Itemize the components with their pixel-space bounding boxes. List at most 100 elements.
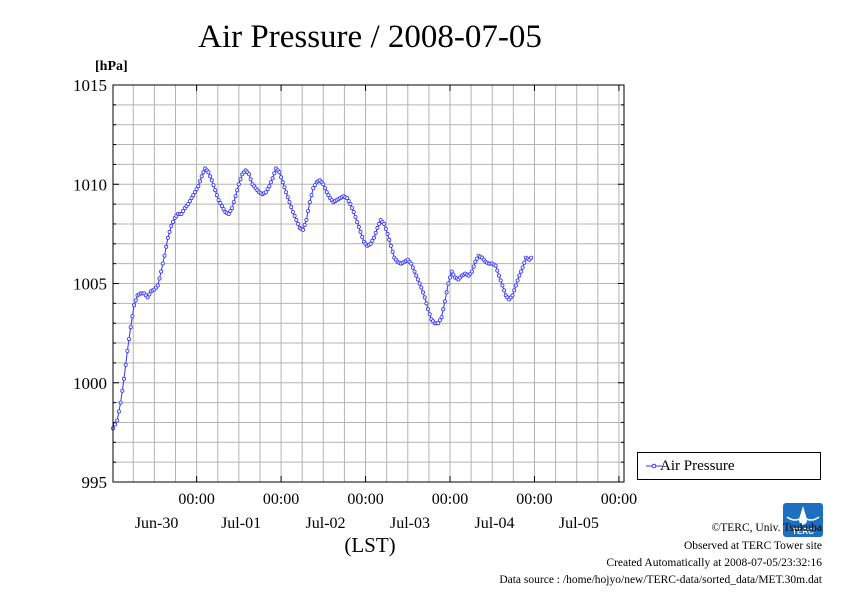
data-point <box>162 253 167 258</box>
data-point <box>502 288 507 293</box>
data-point <box>324 190 329 195</box>
data-point <box>473 259 478 264</box>
data-point <box>285 195 290 200</box>
y-axis-unit-label: [hPa] <box>95 59 128 74</box>
data-point <box>512 288 517 293</box>
data-point <box>311 186 316 191</box>
data-point <box>360 234 365 239</box>
x-tick-date-label: Jul-02 <box>306 515 346 532</box>
y-axis-ticks: 995 1000 1005 1010 1015 <box>73 76 624 492</box>
x-tick-time-label: 00:00 <box>178 491 214 508</box>
data-point <box>351 209 356 214</box>
data-point <box>449 269 454 274</box>
data-point <box>356 224 361 229</box>
data-point <box>375 225 380 230</box>
data-point <box>370 238 375 243</box>
data-point <box>147 292 152 297</box>
data-point <box>368 241 373 246</box>
data-point <box>201 170 206 175</box>
data-point <box>290 209 295 214</box>
x-tick-time-label: 00:00 <box>516 491 552 508</box>
data-point <box>132 303 137 308</box>
plot-frame <box>112 84 625 483</box>
data-point <box>383 226 388 231</box>
data-point <box>263 190 268 195</box>
data-point <box>230 206 235 211</box>
data-point <box>189 196 194 201</box>
data-point <box>272 171 277 176</box>
data-point <box>307 200 312 205</box>
data-point <box>415 277 420 282</box>
data-point <box>218 201 223 206</box>
data-point <box>385 231 390 236</box>
x-tick-date-label: Jul-01 <box>221 515 261 532</box>
data-point <box>209 178 214 183</box>
data-point <box>326 193 331 198</box>
data-point <box>280 180 285 185</box>
data-point <box>196 184 201 189</box>
data-point <box>388 243 393 248</box>
data-point <box>226 211 231 216</box>
data-point <box>424 301 429 306</box>
data-point <box>446 281 451 286</box>
data-point <box>292 213 297 218</box>
data-point <box>309 193 314 198</box>
data-point <box>344 196 349 201</box>
data-point <box>179 211 184 216</box>
data-point <box>279 175 284 180</box>
data-point <box>520 265 525 270</box>
data-point <box>441 307 446 312</box>
data-point <box>377 221 382 226</box>
data-point <box>270 176 275 181</box>
data-point <box>420 290 425 295</box>
x-axis-label: (LST) <box>344 533 395 557</box>
data-point <box>133 298 138 303</box>
y-tick-label: 1010 <box>73 175 107 194</box>
data-point <box>419 285 424 290</box>
data-point <box>322 186 327 191</box>
data-point <box>427 312 432 317</box>
data-point <box>160 261 165 266</box>
data-point <box>221 207 226 212</box>
data-point <box>373 230 378 235</box>
series-air-pressure <box>111 166 534 431</box>
data-point <box>425 307 430 312</box>
data-point <box>295 221 300 226</box>
data-point <box>115 418 120 423</box>
data-point <box>157 276 162 281</box>
y-tick-label: 1015 <box>73 76 107 95</box>
data-point <box>517 273 522 278</box>
data-point <box>500 283 505 288</box>
data-point <box>358 229 363 234</box>
data-point <box>409 261 414 266</box>
data-point <box>414 273 419 278</box>
data-point <box>219 204 224 209</box>
footer-observed: Observed at TERC Tower site <box>683 540 822 552</box>
data-point <box>496 273 501 278</box>
data-point <box>495 268 500 273</box>
data-point <box>213 188 218 193</box>
data-point <box>353 214 358 219</box>
data-point <box>474 256 479 261</box>
data-point <box>312 183 317 188</box>
data-point <box>170 219 175 224</box>
data-point <box>248 177 253 182</box>
data-point <box>122 376 127 381</box>
data-point <box>123 362 128 367</box>
data-point <box>515 278 520 283</box>
data-point <box>233 194 238 199</box>
y-tick-label: 1000 <box>73 374 107 393</box>
data-point <box>387 237 392 242</box>
data-point <box>159 269 164 274</box>
data-point <box>422 295 427 300</box>
data-point <box>417 281 422 286</box>
data-point <box>155 283 160 288</box>
data-point <box>294 217 299 222</box>
data-point <box>165 235 170 240</box>
data-point <box>447 275 452 280</box>
data-point <box>214 193 219 198</box>
x-tick-date-label: Jul-03 <box>390 515 430 532</box>
data-point <box>302 222 307 227</box>
footer-created: Created Automatically at 2008-07-05/23:3… <box>606 557 822 569</box>
data-point <box>306 208 311 213</box>
